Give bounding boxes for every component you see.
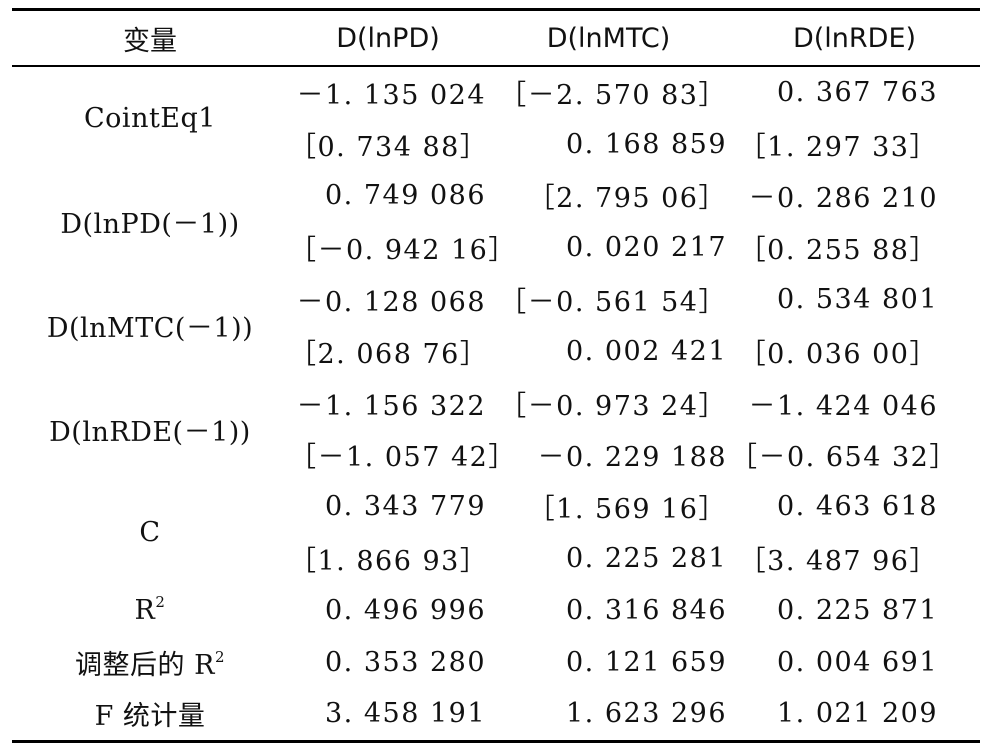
table-row: ［2. 068 76］ 0. 002 421 ［0. 036 00］ xyxy=(12,325,980,377)
tstat-cell: ［1. 297 33］ xyxy=(738,131,938,163)
coef-cell: －0. 128 068 xyxy=(296,287,486,319)
stat-cell: 3. 458 191 xyxy=(325,698,486,730)
tstat-cell: ［－1. 057 42］ xyxy=(289,442,517,474)
stat-label: R2 xyxy=(12,584,288,636)
coef-cell: 0. 343 779 xyxy=(325,491,486,523)
header-variable: 变量 xyxy=(123,25,177,57)
row-label: CointEq1 xyxy=(84,102,216,134)
tstat-cell: ［1. 866 93］ xyxy=(289,546,489,578)
stat-label: F 统计量 xyxy=(12,688,288,740)
coef-cell: －0. 286 210 xyxy=(748,183,938,215)
tstat-cell: ［0. 734 88］ xyxy=(289,131,489,163)
coef-cell: 0. 463 618 xyxy=(777,491,938,523)
coef-cell: ［2. 795 06］ xyxy=(527,183,727,215)
header-rule xyxy=(12,65,980,67)
row-label: C xyxy=(139,517,161,549)
stat-label-text: 调整后的 R xyxy=(75,649,215,681)
table-row: ［－0. 942 16］ 0. 020 217 ［0. 255 88］ xyxy=(12,222,980,274)
table-row: R2 0. 496 996 0. 316 846 0. 225 871 xyxy=(12,584,980,636)
regression-table: 变量 D(lnPD) D(lnMTC) D(lnRDE) CointEq1 －1… xyxy=(12,8,980,743)
table-row: D(lnMTC(－1)) －0. 128 068 ［－0. 561 54］ 0.… xyxy=(12,274,980,344)
coef-cell: ［－0. 973 24］ xyxy=(499,390,727,422)
coef-cell: －1. 156 322 xyxy=(296,390,486,422)
tstat-cell: ［2. 068 76］ xyxy=(289,338,489,370)
coef-cell: 0. 749 086 xyxy=(325,180,486,212)
tstat-cell: ［－0. 654 32］ xyxy=(730,442,958,474)
results-body: CointEq1 －1. 135 024 ［－2. 570 83］ 0. 367… xyxy=(12,67,980,740)
table-row: CointEq1 －1. 135 024 ［－2. 570 83］ 0. 367… xyxy=(12,67,980,134)
bottom-rule xyxy=(12,739,980,743)
table-row: D(lnRDE(－1)) －1. 156 322 ［－0. 973 24］ －1… xyxy=(12,377,980,448)
stat-label-superscript: 2 xyxy=(155,592,166,611)
header-row: 变量 D(lnPD) D(lnMTC) D(lnRDE) xyxy=(12,11,980,65)
table-row: ［0. 734 88］ 0. 168 859 ［1. 297 33］ xyxy=(12,118,980,170)
coef-cell: －1. 424 046 xyxy=(748,390,938,422)
coef-cell: 0. 534 801 xyxy=(777,284,938,316)
stat-cell: 0. 121 659 xyxy=(566,646,727,678)
stat-cell: 0. 004 691 xyxy=(777,646,938,678)
stat-cell: 1. 623 296 xyxy=(566,698,727,730)
top-rule xyxy=(12,8,980,11)
stat-cell: 1. 021 209 xyxy=(777,698,938,730)
coef-cell: ［1. 569 16］ xyxy=(527,494,727,526)
stat-label-text: F 统计量 xyxy=(94,701,206,733)
tstat-cell: 0. 020 217 xyxy=(566,232,727,264)
header-dlnpd: D(lnPD) xyxy=(336,22,440,54)
table-row: ［－1. 057 42］ －0. 229 188 ［－0. 654 32］ xyxy=(12,429,980,481)
row-label: D(lnRDE(－1)) xyxy=(49,416,251,448)
header-dlnmtc: D(lnMTC) xyxy=(546,22,671,54)
row-label: D(lnPD(－1)) xyxy=(60,209,240,241)
row-label: D(lnMTC(－1)) xyxy=(46,312,254,344)
tstat-cell: ［3. 487 96］ xyxy=(738,546,938,578)
coef-cell: －1. 135 024 xyxy=(296,79,486,111)
table-row: F 统计量 3. 458 191 1. 623 296 1. 021 209 xyxy=(12,688,980,740)
tstat-cell: 0. 225 281 xyxy=(566,543,727,575)
stat-label-text: R xyxy=(134,594,156,626)
tstat-cell: ［－0. 942 16］ xyxy=(289,235,517,267)
stat-cell: 0. 496 996 xyxy=(325,594,486,626)
stat-cell: 0. 225 871 xyxy=(777,594,938,626)
tstat-cell: ［0. 255 88］ xyxy=(738,235,938,267)
stat-cell: 0. 353 280 xyxy=(325,646,486,678)
table-row: D(lnPD(－1)) 0. 749 086 ［2. 795 06］ －0. 2… xyxy=(12,170,980,240)
coef-cell: ［－2. 570 83］ xyxy=(499,79,727,111)
tstat-cell: －0. 229 188 xyxy=(537,442,727,474)
stat-label-superscript: 2 xyxy=(214,647,225,666)
results-table: 变量 D(lnPD) D(lnMTC) D(lnRDE) xyxy=(12,11,980,65)
table-row: C 0. 343 779 ［1. 569 16］ 0. 463 618 xyxy=(12,481,980,548)
header-dlnrde: D(lnRDE) xyxy=(792,22,917,54)
tstat-cell: 0. 168 859 xyxy=(566,128,727,160)
table-row: ［1. 866 93］ 0. 225 281 ［3. 487 96］ xyxy=(12,533,980,585)
tstat-cell: 0. 002 421 xyxy=(566,335,727,367)
table-row: 调整后的 R2 0. 353 280 0. 121 659 0. 004 691 xyxy=(12,636,980,688)
coef-cell: ［－0. 561 54］ xyxy=(499,287,727,319)
coef-cell: 0. 367 763 xyxy=(777,76,938,108)
tstat-cell: ［0. 036 00］ xyxy=(738,338,938,370)
stat-label: 调整后的 R2 xyxy=(12,636,288,688)
stat-cell: 0. 316 846 xyxy=(566,594,727,626)
